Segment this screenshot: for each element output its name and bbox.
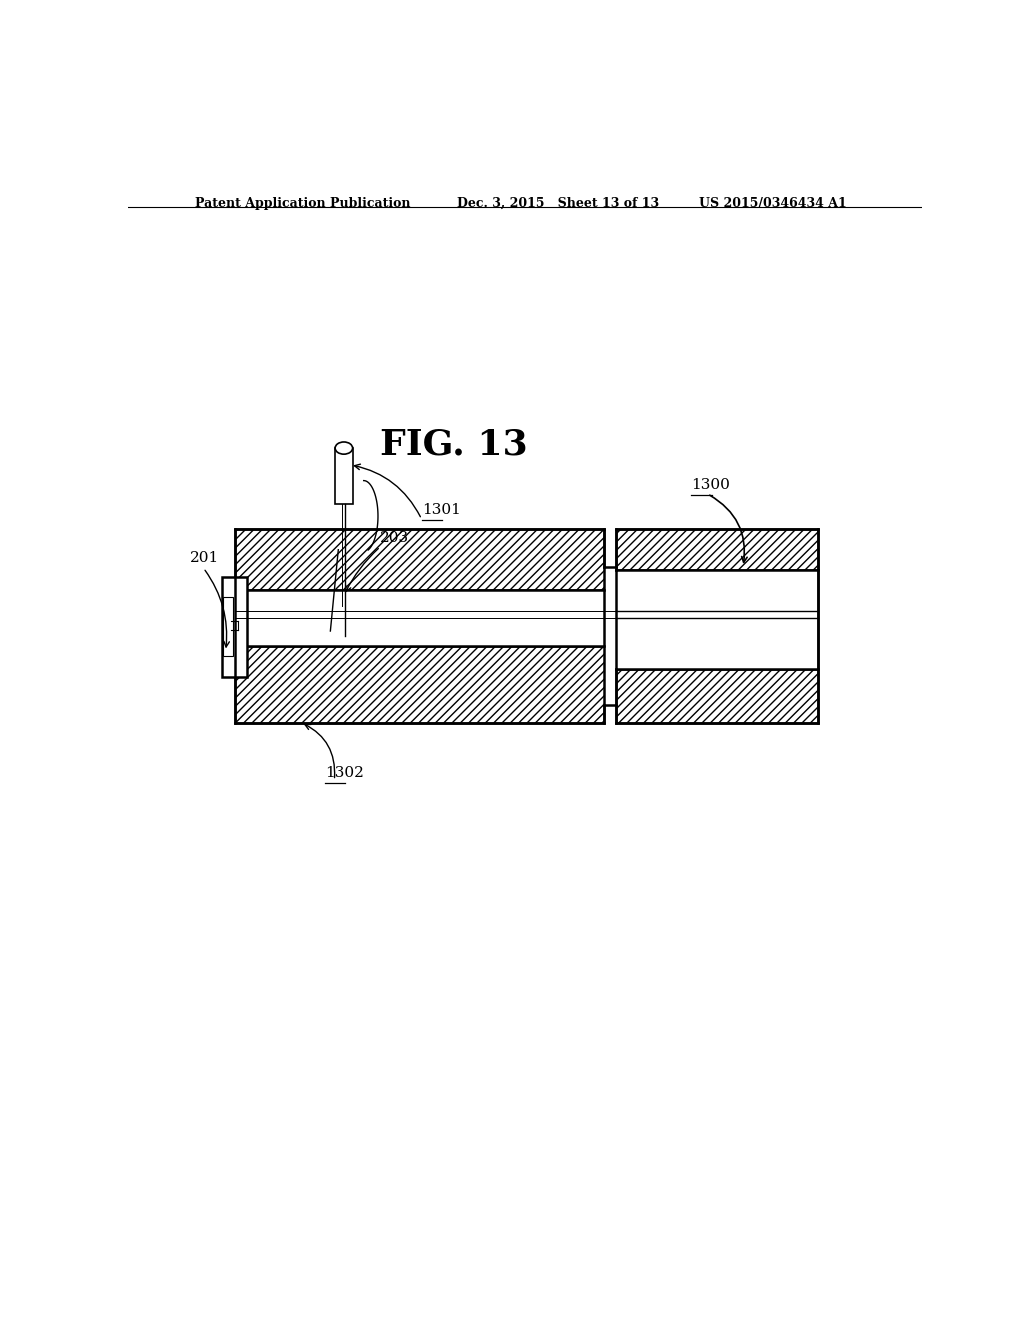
Bar (236, 529, 604, 590)
Text: 1300: 1300 (691, 478, 730, 492)
Bar (616, 570, 818, 669)
Bar (221, 577, 247, 677)
Bar (236, 647, 604, 722)
Bar (223, 598, 232, 656)
Text: US 2015/0346434 A1: US 2015/0346434 A1 (699, 197, 847, 210)
Text: 1302: 1302 (325, 767, 364, 780)
Text: 201: 201 (189, 550, 219, 565)
Text: Dec. 3, 2015   Sheet 13 of 13: Dec. 3, 2015 Sheet 13 of 13 (458, 197, 659, 210)
Bar (236, 590, 604, 647)
Ellipse shape (335, 442, 352, 454)
Bar (335, 447, 352, 504)
Text: FIG. 13: FIG. 13 (380, 428, 527, 462)
Text: 203: 203 (380, 531, 410, 545)
Text: 1301: 1301 (422, 503, 461, 517)
Bar (616, 529, 818, 570)
Bar (616, 669, 818, 722)
Text: Patent Application Publication: Patent Application Publication (196, 197, 411, 210)
